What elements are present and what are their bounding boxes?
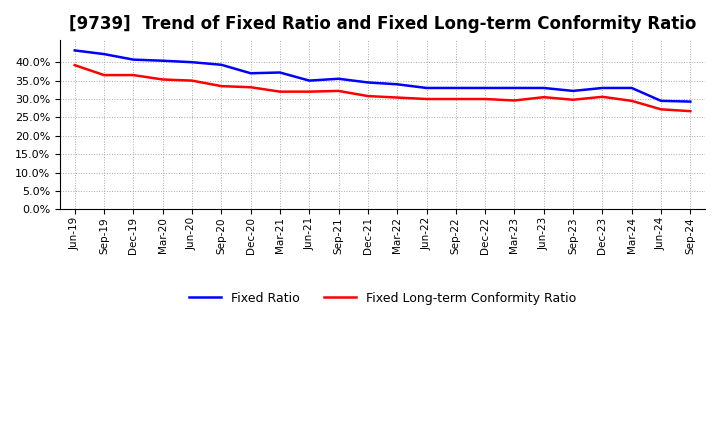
Fixed Long-term Conformity Ratio (451, 96, 460, 102)
Fixed Ratio (422, 85, 431, 91)
Fixed Ratio (246, 70, 255, 76)
Fixed Ratio (451, 85, 460, 91)
Fixed Long-term Conformity Ratio (569, 97, 577, 103)
Fixed Ratio (188, 59, 197, 65)
Fixed Long-term Conformity Ratio (627, 98, 636, 103)
Fixed Ratio (657, 98, 665, 103)
Fixed Ratio (393, 82, 402, 87)
Fixed Long-term Conformity Ratio (276, 89, 284, 94)
Fixed Ratio (305, 78, 314, 83)
Fixed Long-term Conformity Ratio (539, 95, 548, 100)
Fixed Long-term Conformity Ratio (129, 73, 138, 78)
Fixed Ratio (510, 85, 519, 91)
Line: Fixed Ratio: Fixed Ratio (75, 51, 690, 102)
Title: [9739]  Trend of Fixed Ratio and Fixed Long-term Conformity Ratio: [9739] Trend of Fixed Ratio and Fixed Lo… (69, 15, 696, 33)
Fixed Long-term Conformity Ratio (393, 95, 402, 100)
Fixed Ratio (129, 57, 138, 62)
Fixed Long-term Conformity Ratio (510, 98, 519, 103)
Fixed Long-term Conformity Ratio (246, 84, 255, 90)
Fixed Long-term Conformity Ratio (657, 106, 665, 112)
Fixed Ratio (627, 85, 636, 91)
Fixed Long-term Conformity Ratio (305, 89, 314, 94)
Fixed Ratio (217, 62, 225, 67)
Fixed Ratio (334, 76, 343, 81)
Fixed Long-term Conformity Ratio (188, 78, 197, 83)
Fixed Ratio (158, 58, 167, 63)
Fixed Ratio (598, 85, 607, 91)
Fixed Long-term Conformity Ratio (481, 96, 490, 102)
Legend: Fixed Ratio, Fixed Long-term Conformity Ratio: Fixed Ratio, Fixed Long-term Conformity … (184, 287, 581, 310)
Fixed Ratio (71, 48, 79, 53)
Fixed Ratio (481, 85, 490, 91)
Fixed Long-term Conformity Ratio (422, 96, 431, 102)
Fixed Long-term Conformity Ratio (364, 93, 372, 99)
Fixed Long-term Conformity Ratio (686, 109, 695, 114)
Fixed Long-term Conformity Ratio (158, 77, 167, 82)
Fixed Ratio (100, 51, 109, 57)
Fixed Ratio (686, 99, 695, 104)
Fixed Ratio (364, 80, 372, 85)
Fixed Ratio (539, 85, 548, 91)
Fixed Long-term Conformity Ratio (100, 73, 109, 78)
Line: Fixed Long-term Conformity Ratio: Fixed Long-term Conformity Ratio (75, 65, 690, 111)
Fixed Long-term Conformity Ratio (217, 84, 225, 89)
Fixed Long-term Conformity Ratio (598, 94, 607, 99)
Fixed Ratio (276, 70, 284, 75)
Fixed Long-term Conformity Ratio (71, 62, 79, 68)
Fixed Long-term Conformity Ratio (334, 88, 343, 94)
Fixed Ratio (569, 88, 577, 94)
